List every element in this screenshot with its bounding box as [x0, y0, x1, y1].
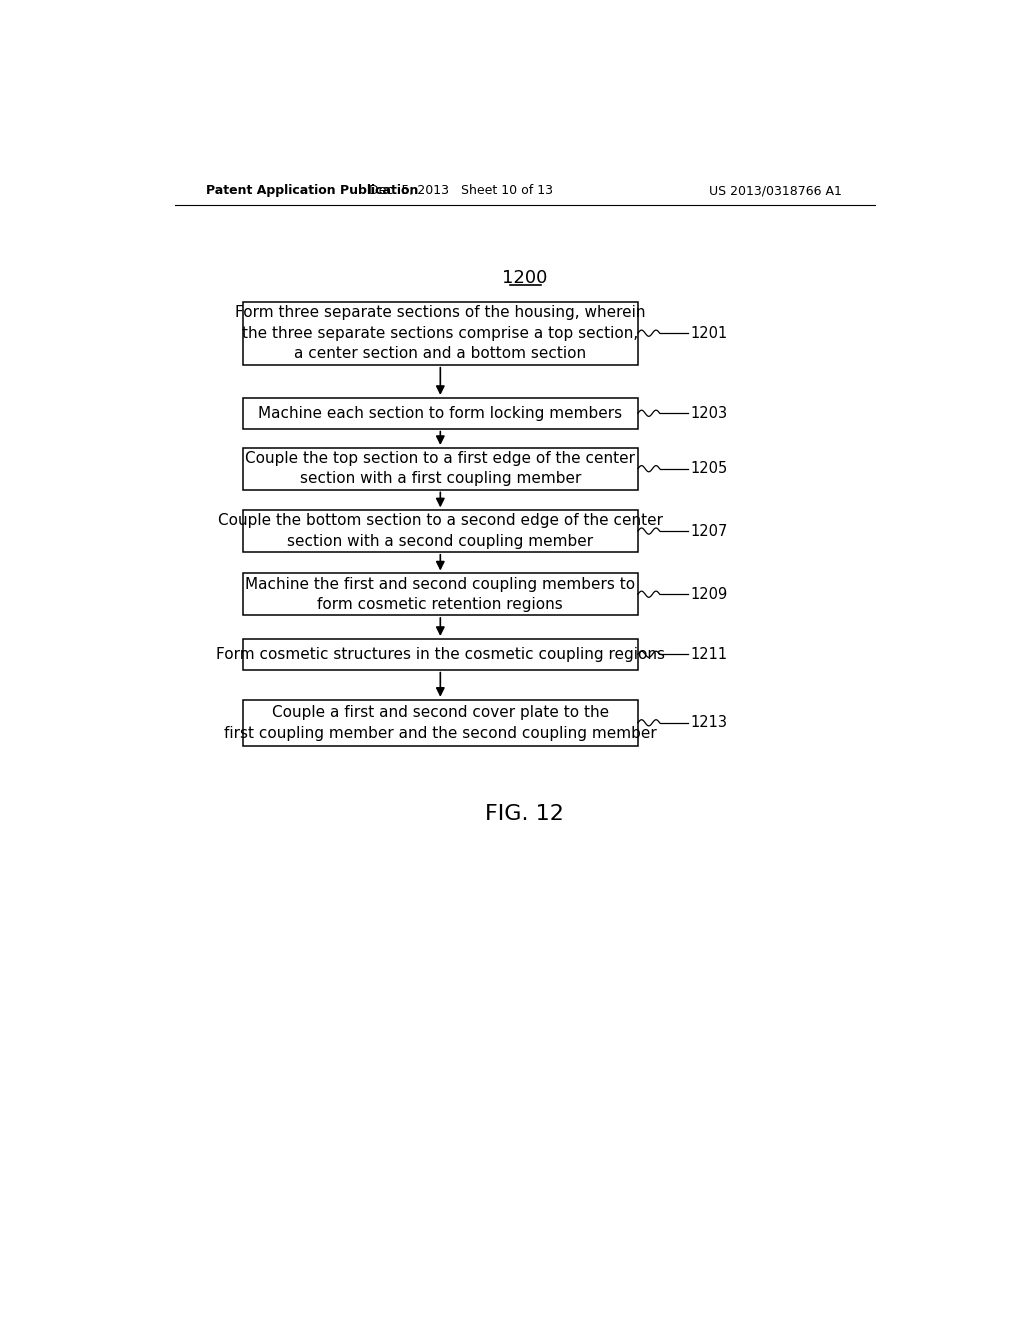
Text: US 2013/0318766 A1: US 2013/0318766 A1 — [710, 185, 842, 197]
Text: 1207: 1207 — [690, 524, 728, 539]
Text: Form three separate sections of the housing, wherein
the three separate sections: Form three separate sections of the hous… — [236, 305, 645, 362]
Text: FIG. 12: FIG. 12 — [485, 804, 564, 825]
Text: Machine the first and second coupling members to
form cosmetic retention regions: Machine the first and second coupling me… — [246, 577, 635, 612]
Bar — [243, 397, 638, 429]
Bar — [243, 700, 638, 746]
Text: Patent Application Publication: Patent Application Publication — [206, 185, 418, 197]
Text: Machine each section to form locking members: Machine each section to form locking mem… — [258, 405, 623, 421]
Text: 1200: 1200 — [502, 269, 548, 286]
Bar — [243, 511, 638, 552]
Bar — [243, 639, 638, 669]
Bar — [243, 573, 638, 615]
Text: 1213: 1213 — [690, 715, 728, 730]
Bar — [243, 302, 638, 364]
Text: 1209: 1209 — [690, 586, 728, 602]
Text: Couple a first and second cover plate to the
first coupling member and the secon: Couple a first and second cover plate to… — [224, 705, 656, 741]
Bar — [243, 447, 638, 490]
Text: 1211: 1211 — [690, 647, 728, 661]
Text: Form cosmetic structures in the cosmetic coupling regions: Form cosmetic structures in the cosmetic… — [216, 647, 665, 661]
Text: Dec. 5, 2013   Sheet 10 of 13: Dec. 5, 2013 Sheet 10 of 13 — [370, 185, 553, 197]
Text: Couple the top section to a first edge of the center
section with a first coupli: Couple the top section to a first edge o… — [246, 451, 635, 486]
Text: 1201: 1201 — [690, 326, 728, 341]
Text: Couple the bottom section to a second edge of the center
section with a second c: Couple the bottom section to a second ed… — [218, 513, 663, 549]
Text: 1205: 1205 — [690, 461, 728, 477]
Text: 1203: 1203 — [690, 405, 728, 421]
